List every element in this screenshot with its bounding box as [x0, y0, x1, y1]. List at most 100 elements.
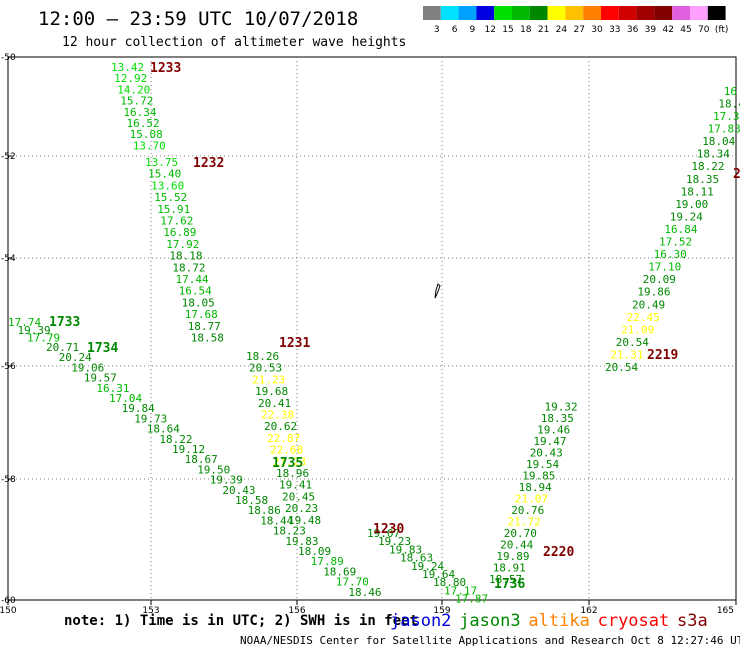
x-tick-label: 153	[142, 606, 159, 616]
wave-height-value: 18.18	[169, 250, 202, 263]
satellite-legend: jason2 jason3 altika cryosat s3a	[390, 611, 708, 631]
footer-note: note: 1) Time is in UTC; 2) SWH is in fe…	[64, 613, 418, 629]
wave-height-value: 19.47	[533, 435, 566, 448]
wave-height-value: 18.35	[541, 412, 574, 425]
color-scale-legend: 3 6 9 12 15 18 21 24 27 30 33 36 39 42 45 70 (ft)	[423, 6, 728, 35]
color-scale-label: 21	[538, 25, 549, 35]
wave-height-value: 18.4	[718, 97, 740, 110]
page-subtitle: 12 hour collection of altimeter wave hei…	[62, 35, 406, 50]
color-scale-label: (ft)	[715, 25, 729, 35]
y-tick-label: -56	[1, 362, 16, 372]
track-1233: 13.4212.9214.2015.7216.3416.5215.0813.70…	[111, 61, 181, 152]
wave-height-value: 17.74	[8, 316, 41, 329]
color-swatch	[618, 6, 637, 20]
wave-height-value: 16.31	[96, 382, 129, 395]
altimeter-tracks: 13.4212.9214.2015.7216.3416.5215.0813.70…	[8, 61, 740, 606]
wave-height-value: 20.53	[249, 362, 282, 375]
wave-height-value: 20.43	[530, 447, 563, 460]
wave-height-value: 17.92	[166, 238, 199, 251]
y-tick-label: -54	[1, 254, 16, 264]
y-tick-label: -60	[1, 596, 16, 606]
wave-height-value: 15.72	[120, 95, 153, 108]
wave-height-value: 22.45	[627, 311, 660, 324]
color-scale-label: 12	[484, 25, 495, 35]
wave-height-value: 17.87	[455, 593, 488, 606]
wave-height-value: 19.46	[537, 424, 570, 437]
wave-height-value: 17.68	[185, 308, 218, 321]
color-scale-label: 6	[452, 25, 458, 35]
wave-height-value: 13.60	[151, 179, 184, 192]
color-swatch	[547, 6, 566, 20]
wave-height-value: 19.64	[422, 568, 455, 581]
wave-height-value: 19.06	[71, 361, 104, 374]
wave-height-value: 13.42	[111, 61, 144, 74]
wave-height-value: 21.23	[273, 455, 306, 468]
pass-time-label: 2	[733, 167, 740, 182]
wave-height-value: 17.04	[109, 392, 142, 405]
color-scale-label: 36	[627, 25, 639, 35]
wave-height-value: 19.89	[496, 550, 529, 563]
wave-height-value: 21.72	[508, 516, 541, 529]
wave-height-value: 19.07	[367, 527, 400, 540]
pass-time-label: 1233	[150, 61, 181, 76]
wave-height-value: 19.50	[197, 463, 230, 476]
wave-height-value: 20.24	[59, 351, 92, 364]
wave-height-value: 18.26	[246, 350, 279, 363]
wave-height-value: 22.87	[267, 432, 300, 445]
track-1232: 13.7515.4013.6015.5215.9117.6216.8917.92…	[145, 156, 224, 345]
wave-height-value: 17.70	[336, 576, 369, 589]
wave-height-value: 15.52	[154, 191, 187, 204]
island-coastline	[434, 283, 441, 299]
map-grid	[8, 57, 736, 600]
wave-height-value: 19.23	[378, 535, 411, 548]
track-1231: 18.2620.5321.2319.6820.4122.3820.6222.87…	[246, 336, 321, 527]
pass-time-label: 1231	[279, 336, 310, 351]
wave-height-value: 19.84	[122, 402, 155, 415]
wave-height-value: 20.54	[616, 336, 649, 349]
wave-height-value: 18.58	[235, 494, 268, 507]
satellite-label-jason2: jason2	[390, 611, 451, 631]
map-ticks: 150 153 156 159 162 165-50-52-54-56-58-60	[0, 53, 737, 616]
color-scale-label: 70	[698, 25, 710, 35]
credit-line: NOAA/NESDIS Center for Satellite Applica…	[240, 634, 740, 647]
wave-height-value: 18.69	[323, 565, 356, 578]
wave-height-value: 20.49	[632, 298, 665, 311]
wave-height-value: 19.32	[545, 401, 578, 414]
wave-height-value: 18.96	[276, 467, 309, 480]
wave-height-value: 19.12	[172, 443, 205, 456]
color-swatch	[494, 6, 512, 20]
color-swatch	[583, 6, 601, 20]
wave-height-value: 12.92	[114, 72, 147, 85]
wave-height-value: 18.57	[489, 573, 522, 586]
pass-time-label: 1736	[494, 577, 525, 592]
wave-height-value: 21.09	[621, 323, 654, 336]
wave-height-value: 17.83	[708, 123, 740, 136]
wave-height-value: 17.37	[713, 110, 740, 123]
wave-height-value: 18.35	[686, 173, 719, 186]
wave-height-value: 19.39	[18, 324, 51, 337]
wave-height-value: 19.68	[255, 385, 288, 398]
track-edge_2: 2	[733, 167, 740, 182]
wave-height-value: 16	[724, 85, 737, 98]
wave-height-value: 18.77	[188, 320, 221, 333]
wave-height-value: 17.10	[648, 261, 681, 274]
wave-height-value: 18.44	[260, 514, 293, 527]
color-swatch	[565, 6, 584, 20]
wave-height-value: 19.86	[637, 286, 670, 299]
wave-height-value: 19.83	[285, 535, 318, 548]
wave-height-value: 18.63	[400, 552, 433, 565]
wave-height-value: 18.22	[691, 160, 724, 173]
color-swatch	[458, 6, 477, 20]
track-1736: 18.5718.9119.8920.4420.7021.7220.7621.07…	[489, 401, 578, 593]
wave-height-value: 17.79	[27, 332, 60, 345]
x-tick-label: 150	[0, 606, 17, 616]
wave-height-value: 18.58	[191, 332, 224, 345]
wave-height-value: 22.68	[270, 444, 303, 457]
y-tick-label: -52	[1, 152, 16, 162]
wave-height-value: 18.05	[182, 296, 215, 309]
wave-height-value: 21.07	[515, 493, 548, 506]
wave-height-value: 20.43	[222, 484, 255, 497]
wave-height-value: 20.41	[258, 397, 291, 410]
color-scale-label: 24	[556, 25, 568, 35]
